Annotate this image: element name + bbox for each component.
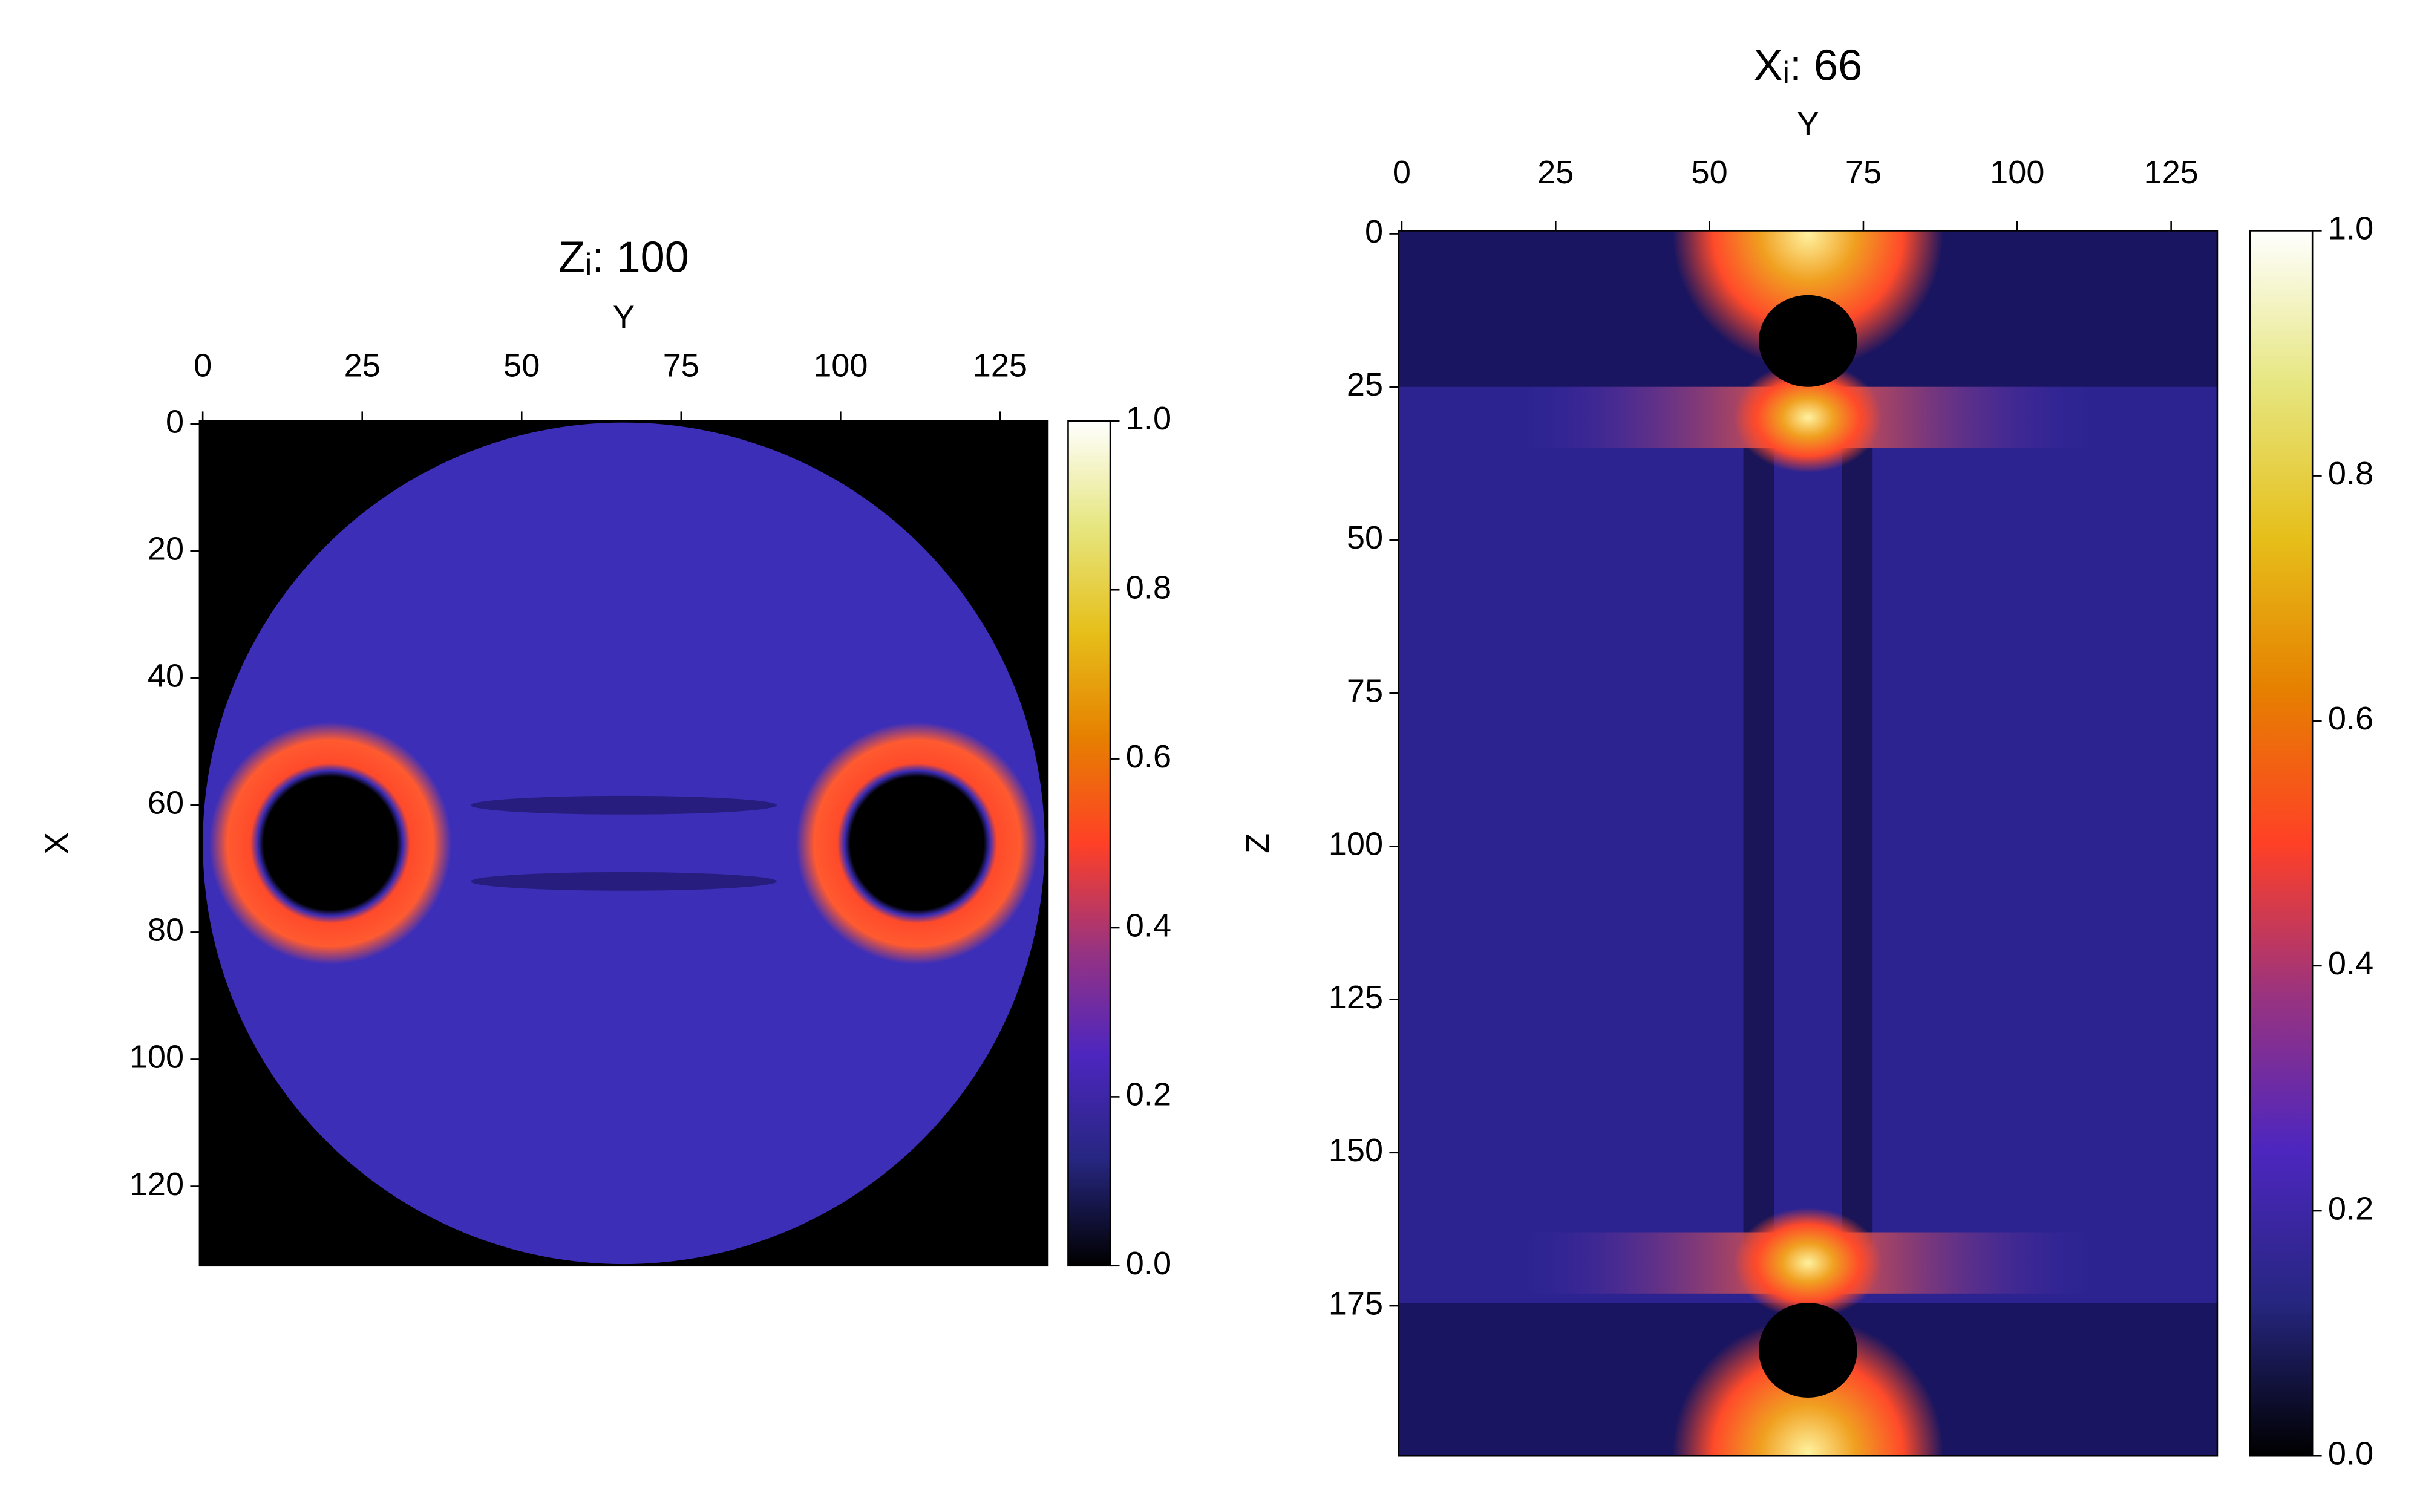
- y-tick-label: 100: [129, 1039, 184, 1075]
- y-tick-label: 125: [1329, 979, 1383, 1015]
- y-tick-label: 175: [1329, 1285, 1383, 1321]
- y-axis-label: X: [39, 832, 75, 854]
- x-axis-label: Y: [613, 299, 635, 336]
- y-tick-label: 100: [1329, 826, 1383, 862]
- colorbar-tick-label: 0.0: [2328, 1436, 2373, 1472]
- x-tick-label: 25: [344, 348, 381, 384]
- x-axis-label: Y: [1797, 106, 1819, 142]
- y-tick-label: 40: [148, 658, 184, 694]
- y-tick-label: 150: [1329, 1132, 1383, 1168]
- x-tick-label: 100: [813, 348, 868, 384]
- x-tick-label: 75: [663, 348, 699, 384]
- colorbar-tick-label: 1.0: [1126, 400, 1171, 437]
- y-tick-label: 50: [1347, 520, 1383, 556]
- x-tick-label: 125: [2144, 154, 2199, 191]
- colorbar-tick-label: 0.2: [1126, 1077, 1171, 1113]
- colorbar-tick-label: 0.6: [2328, 700, 2373, 737]
- plot-frame: [198, 420, 1049, 1267]
- y-tick-label: 75: [1347, 673, 1383, 709]
- y-tick-label: 0: [1365, 213, 1383, 250]
- y-axis-label: Z: [1240, 833, 1276, 853]
- colorbar-tick-label: 0.8: [2328, 455, 2373, 492]
- y-tick-label: 120: [129, 1166, 184, 1202]
- x-tick-label: 75: [1845, 154, 1882, 191]
- heatmap-image: [1398, 230, 2217, 1456]
- colorbar-tick-label: 0.6: [1126, 738, 1171, 775]
- colorbar-tick-label: 0.8: [1126, 570, 1171, 606]
- y-tick-label: 80: [148, 912, 184, 948]
- colorbar-tick-label: 0.2: [2328, 1190, 2373, 1227]
- x-tick-label: 100: [1990, 154, 2044, 191]
- colorbar-tick-label: 1.0: [2328, 210, 2373, 247]
- x-tick-label: 0: [1393, 154, 1411, 191]
- colorbar-tick-label: 0.4: [1126, 907, 1171, 943]
- colorbar: [1067, 420, 1111, 1267]
- chart-title: Zᵢ: 100: [558, 233, 689, 281]
- y-tick-label: 0: [166, 403, 184, 440]
- y-tick-label: 20: [148, 530, 184, 567]
- x-tick-label: 0: [194, 348, 212, 384]
- plot-frame: [1398, 230, 2219, 1457]
- x-tick-label: 50: [1692, 154, 1728, 191]
- y-tick-label: 60: [148, 785, 184, 821]
- colorbar-tick-label: 0.0: [1126, 1245, 1171, 1282]
- colorbar-tick-label: 0.4: [2328, 945, 2373, 982]
- chart-title: Xᵢ: 66: [1753, 41, 1862, 90]
- y-tick-label: 25: [1347, 367, 1383, 403]
- heatmap-image: [199, 420, 1048, 1266]
- colorbar: [2249, 230, 2314, 1457]
- x-tick-label: 25: [1537, 154, 1574, 191]
- x-tick-label: 125: [973, 348, 1027, 384]
- x-tick-label: 50: [503, 348, 540, 384]
